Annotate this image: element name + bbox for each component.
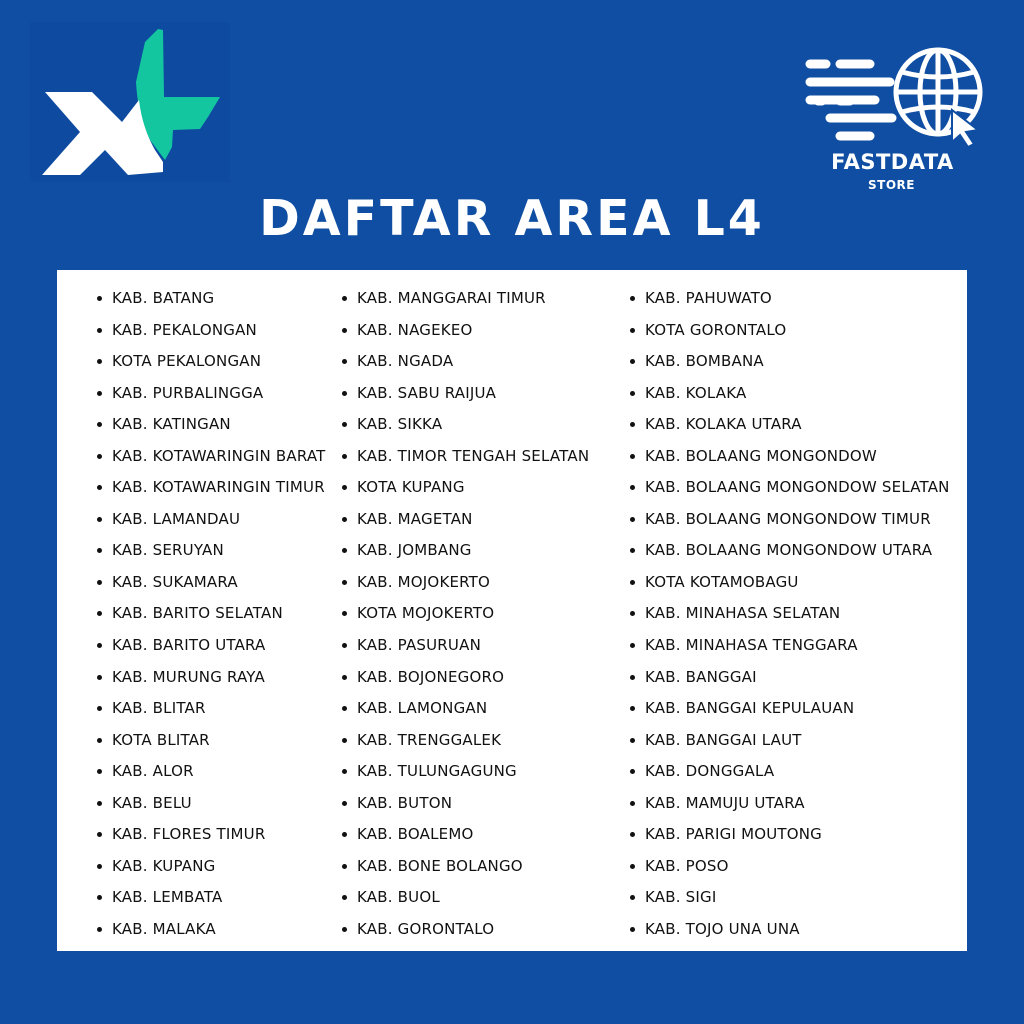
area-list-item: KAB. TULUNGAGUNG bbox=[341, 760, 589, 792]
area-list-item: KAB. LAMANDAU bbox=[97, 508, 326, 540]
area-list-item: KAB. TRENGGALEK bbox=[341, 729, 589, 761]
area-list-item: KAB. SUKAMARA bbox=[97, 571, 326, 603]
area-list-item: KAB. PAHUWATO bbox=[630, 287, 950, 319]
area-list-item: KAB. NAGEKEO bbox=[341, 319, 589, 351]
area-list-item: KAB. PARIGI MOUTONG bbox=[630, 823, 950, 855]
area-list-item: KAB. BUTON bbox=[341, 792, 589, 824]
area-list-item: KAB. LAMONGAN bbox=[341, 697, 589, 729]
area-list-item: KAB. KOLAKA bbox=[630, 382, 950, 414]
area-list-item: KAB. DONGGALA bbox=[630, 760, 950, 792]
area-column-2: KAB. MANGGARAI TIMUR KAB. NAGEKEO KAB. NGA… bbox=[341, 287, 589, 950]
area-list-item: KAB. BUOL bbox=[341, 886, 589, 918]
area-list-item: KOTA KUPANG bbox=[341, 476, 589, 508]
area-list-item: KAB. KUPANG bbox=[97, 855, 326, 887]
area-list-item: KAB. BOLAANG MONGONDOW bbox=[630, 445, 950, 477]
area-list-item: KAB. BANGGAI KEPULAUAN bbox=[630, 697, 950, 729]
area-list-item: KAB. LEMBATA bbox=[97, 886, 326, 918]
area-list-item: KAB. BANGGAI bbox=[630, 666, 950, 698]
xl-logo bbox=[30, 22, 230, 182]
area-list-item: KOTA KOTAMOBAGU bbox=[630, 571, 950, 603]
area-list-item: KAB. SIKKA bbox=[341, 413, 589, 445]
fastdata-brand-name: FASTDATA bbox=[831, 150, 954, 174]
area-list-item: KAB. BLITAR bbox=[97, 697, 326, 729]
area-list-item: KAB. SIGI bbox=[630, 886, 950, 918]
area-list-item: KAB. BOMBANA bbox=[630, 350, 950, 382]
area-column-1: KAB. BATANG KAB. PEKALONGAN KOTA PEKALONGA… bbox=[97, 287, 326, 950]
fastdata-logo bbox=[800, 40, 990, 200]
area-list-panel: KAB. BATANG KAB. PEKALONGAN KOTA PEKALONGA… bbox=[57, 270, 967, 951]
area-list-item: KAB. SABU RAIJUA bbox=[341, 382, 589, 414]
fastdata-brand-subtitle: STORE bbox=[868, 178, 915, 192]
area-list-item: KAB. KOLAKA UTARA bbox=[630, 413, 950, 445]
area-list-item: KAB. FLORES TIMUR bbox=[97, 823, 326, 855]
area-list-item: KAB. MOJOKERTO bbox=[341, 571, 589, 603]
area-list-item: KAB. BANGGAI LAUT bbox=[630, 729, 950, 761]
area-list-item: KAB. NGADA bbox=[341, 350, 589, 382]
area-list-item: KAB. PASURUAN bbox=[341, 634, 589, 666]
area-list-item: KAB. BARITO UTARA bbox=[97, 634, 326, 666]
area-list-item: KAB. BATANG bbox=[97, 287, 326, 319]
area-list-item: KOTA GORONTALO bbox=[630, 319, 950, 351]
area-list-item: KAB. POSO bbox=[630, 855, 950, 887]
area-list-item: KAB. MAMUJU UTARA bbox=[630, 792, 950, 824]
area-list-item: KAB. ALOR bbox=[97, 760, 326, 792]
area-list-item: KAB. SERUYAN bbox=[97, 539, 326, 571]
area-list-item: KAB. BELU bbox=[97, 792, 326, 824]
area-list-item: KOTA MOJOKERTO bbox=[341, 602, 589, 634]
area-list-item: KAB. JOMBANG bbox=[341, 539, 589, 571]
area-list-item: KAB. BOLAANG MONGONDOW UTARA bbox=[630, 539, 950, 571]
area-list-item: KAB. BARITO SELATAN bbox=[97, 602, 326, 634]
area-list-item: KAB. GORONTALO bbox=[341, 918, 589, 950]
area-list-item: KAB. MINAHASA SELATAN bbox=[630, 602, 950, 634]
area-list-item: KAB. KOTAWARINGIN BARAT bbox=[97, 445, 326, 477]
area-list-item: KAB. TOJO UNA UNA bbox=[630, 918, 950, 950]
area-list-item: KAB. MALAKA bbox=[97, 918, 326, 950]
area-list-item: KOTA BLITAR bbox=[97, 729, 326, 761]
area-list-item: KAB. BOLAANG MONGONDOW TIMUR bbox=[630, 508, 950, 540]
area-list-item: KAB. BOJONEGORO bbox=[341, 666, 589, 698]
area-list-item: KAB. BONE BOLANGO bbox=[341, 855, 589, 887]
area-list-item: KAB. MANGGARAI TIMUR bbox=[341, 287, 589, 319]
area-list-item: KAB. BOLAANG MONGONDOW SELATAN bbox=[630, 476, 950, 508]
area-list-item: KAB. PURBALINGGA bbox=[97, 382, 326, 414]
page-title: DAFTAR AREA L4 bbox=[259, 190, 765, 247]
area-list-item: KAB. MURUNG RAYA bbox=[97, 666, 326, 698]
area-list-item: KAB. BOALEMO bbox=[341, 823, 589, 855]
area-list-item: KAB. MAGETAN bbox=[341, 508, 589, 540]
area-list-item: KAB. KOTAWARINGIN TIMUR bbox=[97, 476, 326, 508]
area-list-item: KAB. KATINGAN bbox=[97, 413, 326, 445]
area-list-item: KOTA PEKALONGAN bbox=[97, 350, 326, 382]
area-list-item: KAB. TIMOR TENGAH SELATAN bbox=[341, 445, 589, 477]
area-column-3: KAB. PAHUWATO KOTA GORONTALO KAB. BOMBANA K… bbox=[630, 287, 950, 950]
area-list-item: KAB. PEKALONGAN bbox=[97, 319, 326, 351]
area-list-item: KAB. MINAHASA TENGGARA bbox=[630, 634, 950, 666]
